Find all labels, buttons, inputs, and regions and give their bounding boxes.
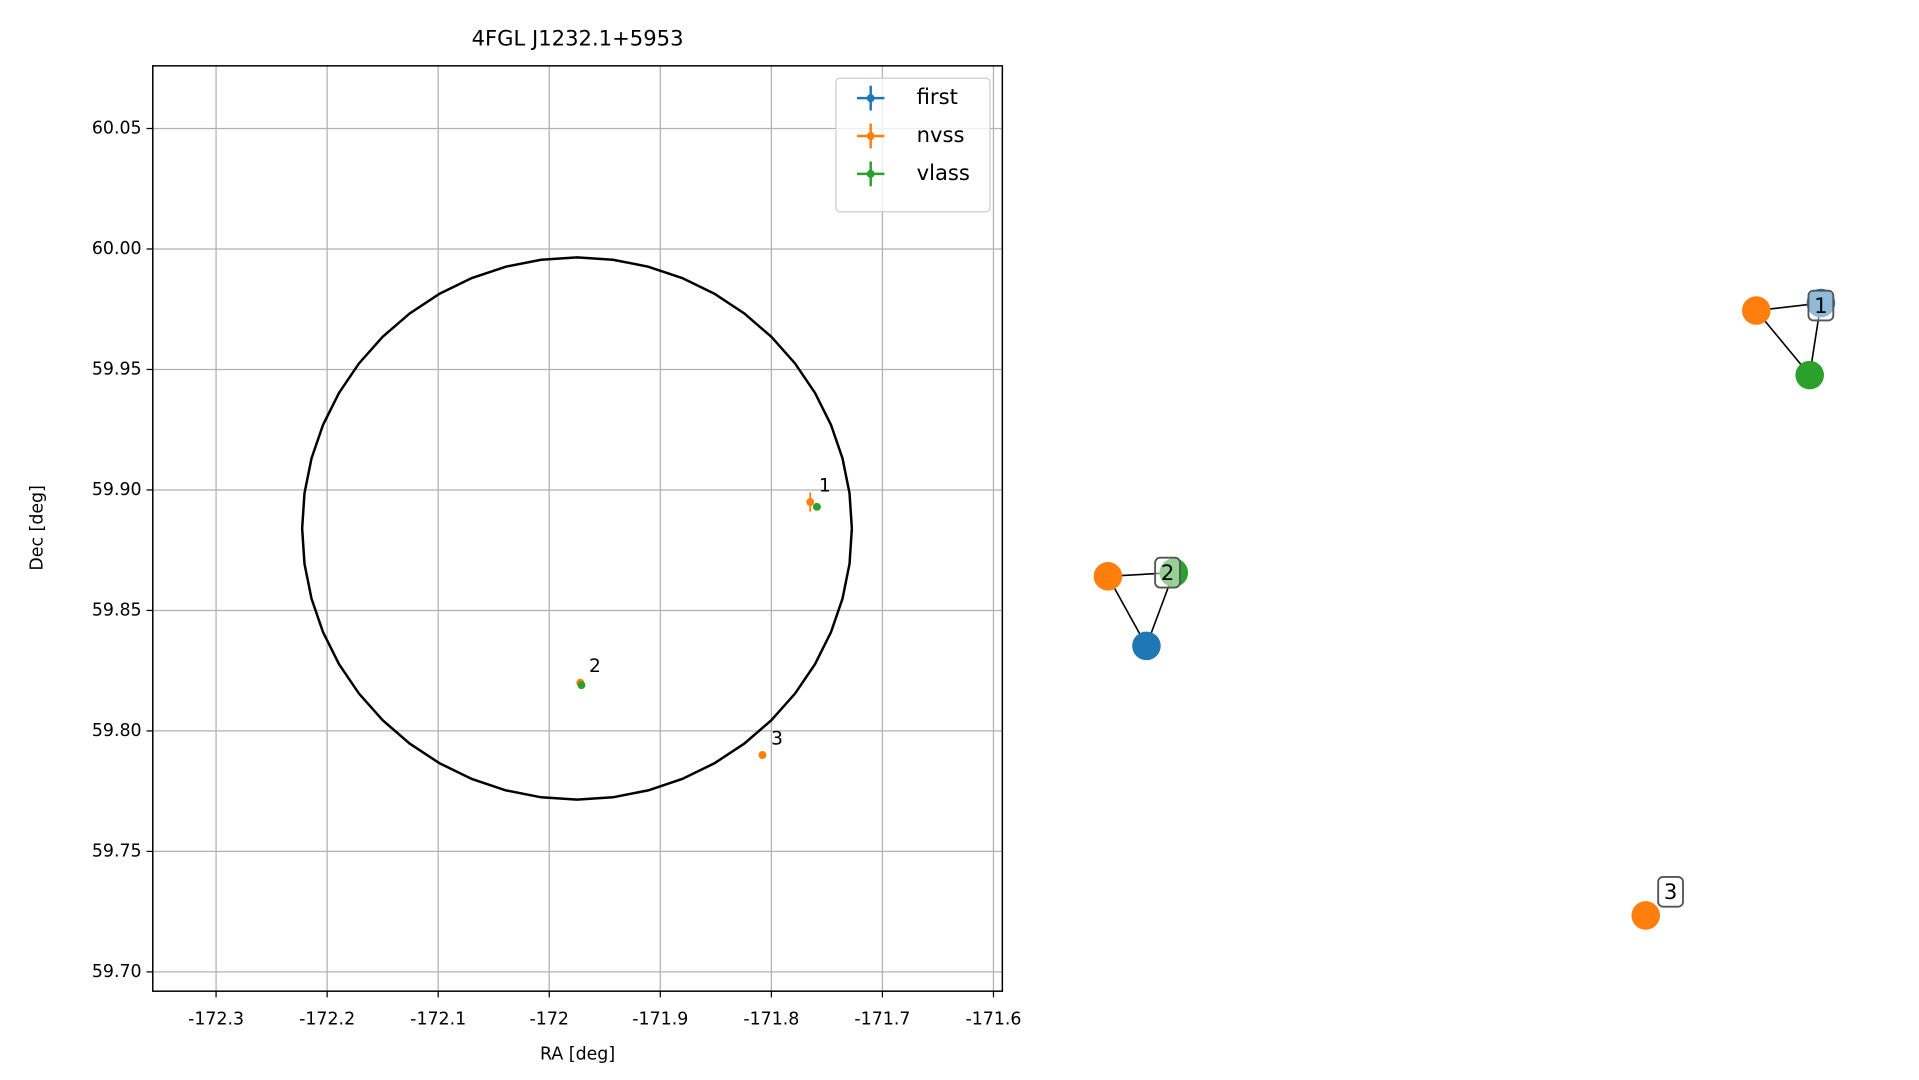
point [758, 751, 767, 760]
legend-label: first [917, 84, 958, 109]
legend-label: vlass [917, 160, 970, 185]
y-tick-label: 59.80 [92, 721, 142, 741]
node-label: 2 [1161, 560, 1174, 585]
point-label: 3 [771, 728, 783, 749]
x-tick-label: -171.9 [632, 1010, 688, 1030]
node [1795, 360, 1824, 390]
x-tick-label: -171.6 [965, 1010, 1021, 1030]
chart-title: 4FGL J1232.1+5953 [472, 26, 684, 51]
legend-frame [835, 77, 991, 213]
y-tick-label: 59.95 [92, 359, 142, 379]
node [1093, 562, 1123, 591]
legend-label: nvss [917, 122, 965, 147]
y-tick-label: 59.90 [92, 480, 142, 500]
y-axis-label: Dec [deg] [27, 485, 47, 570]
x-tick-label: -171.7 [854, 1010, 910, 1030]
legend-marker [866, 132, 875, 140]
legend-marker [866, 94, 875, 103]
label-box [1657, 875, 1684, 908]
point [812, 502, 821, 511]
point-label: 2 [589, 656, 601, 677]
node [1742, 296, 1771, 325]
axes-frame [152, 65, 1004, 992]
y-tick-label: 59.85 [92, 600, 142, 620]
x-tick-label: -172.1 [410, 1010, 466, 1030]
label-box [1807, 289, 1835, 322]
label-box [1154, 556, 1181, 589]
legend-marker [866, 169, 875, 178]
y-tick-label: 59.75 [92, 841, 142, 861]
x-tick-label: -172.3 [188, 1010, 244, 1030]
point [806, 498, 815, 506]
x-tick-label: -172.2 [299, 1010, 355, 1030]
y-tick-label: 60.00 [92, 239, 142, 259]
node [1631, 901, 1661, 930]
point-label: 1 [819, 475, 831, 496]
x-tick-label: -171.8 [743, 1010, 799, 1030]
point [577, 681, 586, 690]
node-label: 3 [1664, 879, 1677, 904]
y-tick-label: 59.70 [92, 962, 142, 982]
node-label: 1 [1814, 293, 1827, 318]
node [1132, 631, 1161, 661]
error-ellipse [300, 256, 854, 801]
x-tick-label: -172 [530, 1010, 569, 1030]
x-axis-label: RA [deg] [540, 1045, 615, 1065]
legend: first nvss vlass [835, 77, 991, 213]
y-tick-label: 60.05 [92, 118, 142, 138]
